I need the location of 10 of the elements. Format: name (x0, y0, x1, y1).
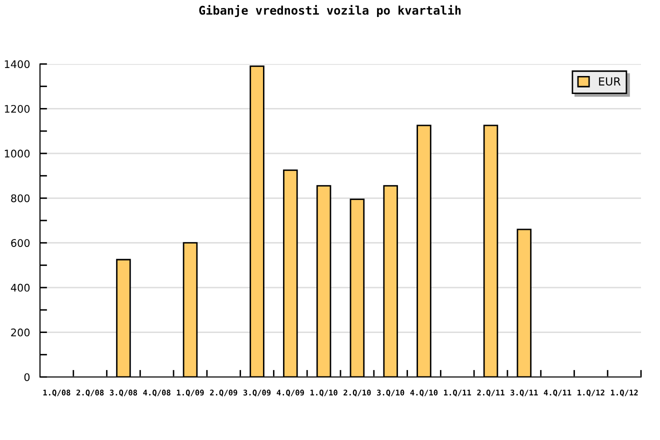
y-tick-label: 200 (11, 328, 30, 336)
y-tick-label: 1000 (4, 150, 30, 158)
y-tick-label: 1400 (4, 60, 30, 68)
y-tick-label: 0 (24, 373, 30, 382)
y-tick-label: 400 (10, 284, 30, 292)
chart-title: Gibanje vrednosti vozila po kvartalih (199, 4, 461, 18)
y-tick-label: 800 (11, 194, 30, 202)
y-tick-label: 1200 (4, 104, 30, 113)
y-tick-label: 600 (11, 239, 30, 247)
legend-label: EUR (599, 77, 621, 86)
